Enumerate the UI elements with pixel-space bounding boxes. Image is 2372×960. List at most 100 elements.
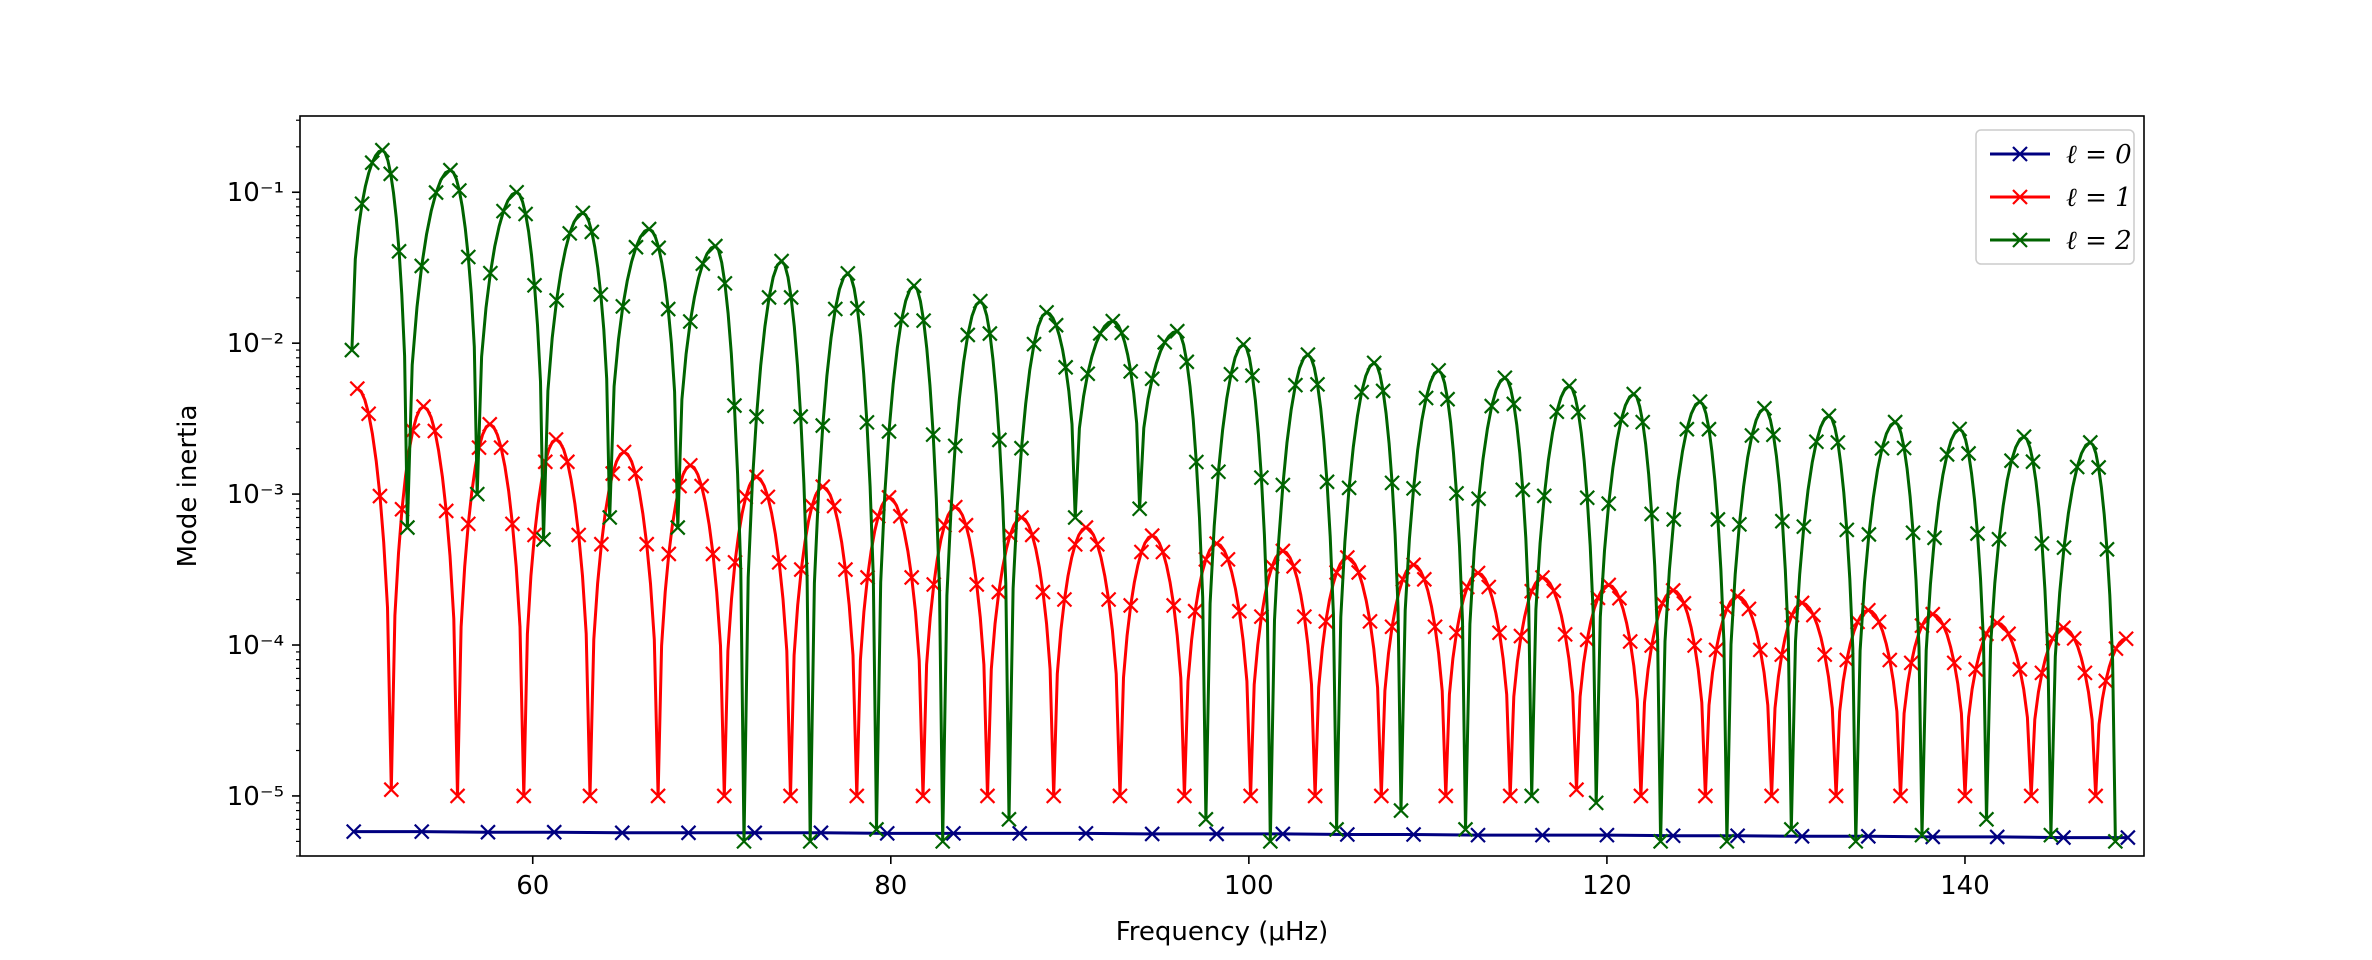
data-point-marker xyxy=(1035,584,1051,600)
data-point-marker xyxy=(2055,829,2072,846)
data-point-marker xyxy=(2099,541,2115,558)
data-point-marker xyxy=(947,438,964,454)
data-point-marker xyxy=(1439,391,1456,407)
data-point-marker xyxy=(1011,825,1028,842)
data-point-marker xyxy=(814,417,831,434)
data-point-marker xyxy=(1353,384,1370,400)
data-point-marker xyxy=(1692,393,1708,410)
data-point-marker xyxy=(1285,558,1302,575)
data-point-marker xyxy=(1882,652,1898,668)
data-point-marker xyxy=(1287,377,1304,393)
data-point-marker xyxy=(1523,788,1540,804)
data-point-marker xyxy=(906,278,922,294)
data-point-marker xyxy=(1939,446,1955,463)
data-point-marker xyxy=(1557,626,1573,643)
data-point-marker xyxy=(827,301,844,317)
data-point-marker xyxy=(1871,614,1887,630)
data-point-marker xyxy=(661,546,677,562)
data-point-marker xyxy=(761,289,777,306)
data-point-marker xyxy=(1133,544,1150,560)
data-point-marker xyxy=(1318,613,1334,630)
data-point-marker xyxy=(2034,535,2050,552)
data-point-marker xyxy=(413,258,430,274)
data-point-marker xyxy=(349,380,366,397)
y-tick-label: 10⁻² xyxy=(227,329,284,359)
data-point-marker xyxy=(570,527,587,543)
legend-label: ℓ = 2 xyxy=(2066,226,2132,256)
data-point-marker xyxy=(469,486,486,502)
data-point-marker xyxy=(1534,827,1551,843)
data-point-marker xyxy=(2077,665,2093,681)
plot-frame xyxy=(299,115,2145,857)
data-point-marker xyxy=(1169,323,1186,339)
data-point-marker xyxy=(2000,626,2017,642)
data-point-marker xyxy=(615,298,631,315)
data-point-marker xyxy=(2066,630,2082,647)
series-line xyxy=(350,148,2117,843)
data-point-marker xyxy=(592,286,609,303)
data-point-marker xyxy=(1978,811,1995,828)
data-point-marker xyxy=(1100,591,1117,608)
data-point-marker xyxy=(1989,829,2005,845)
data-point-marker xyxy=(1418,390,1434,406)
data-point-marker xyxy=(840,265,856,282)
data-point-marker xyxy=(1839,522,1855,538)
data-point-marker xyxy=(682,457,699,474)
data-point-marker xyxy=(1430,362,1447,379)
data-point-marker xyxy=(1710,511,1726,528)
data-point-marker xyxy=(481,416,498,433)
data-point-marker xyxy=(575,205,591,221)
data-point-marker xyxy=(972,293,989,309)
data-point-marker xyxy=(451,182,468,199)
x-axis-label: Frequency (μHz) xyxy=(1116,917,1329,947)
data-point-marker xyxy=(1546,583,1562,599)
data-point-marker xyxy=(991,432,1008,448)
data-point-marker xyxy=(802,833,819,850)
data-point-marker xyxy=(601,509,618,526)
data-point-marker xyxy=(1697,788,1714,804)
data-point-marker xyxy=(482,265,499,281)
data-point-marker xyxy=(1665,511,1682,528)
legend-label: ℓ = 0 xyxy=(2066,140,2132,170)
data-point-marker xyxy=(638,536,655,552)
x-tick-label: 100 xyxy=(1224,871,1274,901)
data-point-marker xyxy=(1969,525,1986,542)
data-point-marker xyxy=(1887,414,1903,430)
data-point-marker xyxy=(650,788,666,804)
x-tick-label: 140 xyxy=(1940,871,1990,901)
data-point-marker xyxy=(881,423,897,440)
data-point-marker xyxy=(526,277,543,294)
legend-label: ℓ = 1 xyxy=(2066,183,2132,213)
data-point-marker xyxy=(1144,527,1160,544)
data-point-marker xyxy=(1821,408,1837,424)
data-point-marker xyxy=(1741,601,1757,617)
series-line xyxy=(353,830,2128,840)
data-point-marker xyxy=(1470,827,1486,843)
data-point-marker xyxy=(1393,802,1409,819)
data-point-marker xyxy=(1774,513,1791,529)
data-point-marker xyxy=(1079,365,1096,382)
data-point-marker xyxy=(1341,480,1357,496)
legend-marker xyxy=(2012,232,2028,248)
data-point-marker xyxy=(707,238,724,254)
data-point-marker xyxy=(1448,485,1465,502)
y-axis-label: Mode inertia xyxy=(173,405,203,568)
data-point-marker xyxy=(1536,488,1553,504)
data-point-marker xyxy=(879,825,895,842)
data-point-marker xyxy=(1763,788,1780,804)
data-point-marker xyxy=(1375,383,1391,399)
data-point-marker xyxy=(614,825,631,841)
data-point-marker xyxy=(582,788,598,804)
data-point-marker xyxy=(1570,404,1587,420)
data-point-marker xyxy=(1497,369,1513,386)
data-point-marker xyxy=(1860,828,1877,845)
data-point-marker xyxy=(1067,509,1083,526)
data-point-marker xyxy=(415,398,432,415)
data-point-marker xyxy=(1089,536,1106,553)
data-point-marker xyxy=(627,465,644,482)
data-point-marker xyxy=(1828,788,1844,804)
data-point-marker xyxy=(1235,336,1252,353)
data-point-marker xyxy=(2025,453,2041,470)
data-point-marker xyxy=(991,584,1007,600)
data-point-marker xyxy=(903,569,920,586)
